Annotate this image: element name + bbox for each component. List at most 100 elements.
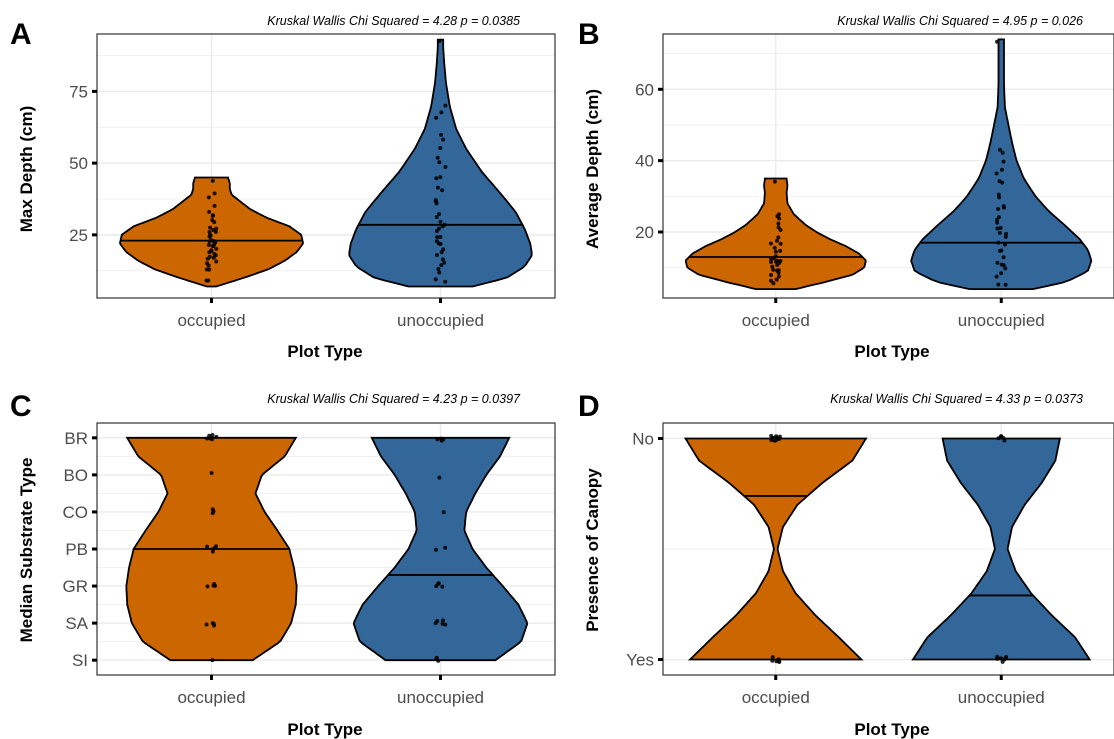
- data-point: [994, 171, 999, 176]
- y-tick-label: 25: [69, 226, 88, 245]
- data-point: [209, 470, 214, 475]
- data-point: [996, 215, 1001, 220]
- data-point: [771, 281, 776, 286]
- x-tick-label: occupied: [177, 688, 245, 707]
- data-point: [438, 132, 443, 137]
- data-point: [210, 432, 215, 437]
- y-tick-label: CO: [63, 503, 89, 522]
- data-point: [1003, 655, 1008, 660]
- data-point: [772, 245, 777, 250]
- data-point: [433, 277, 438, 282]
- data-point: [433, 621, 438, 626]
- data-point: [441, 247, 446, 252]
- data-point: [776, 225, 781, 230]
- data-point: [441, 137, 446, 142]
- data-point: [438, 175, 443, 180]
- data-point: [433, 198, 438, 203]
- y-axis-title: Max Depth (cm): [17, 106, 36, 233]
- x-tick-label: unoccupied: [958, 688, 1045, 707]
- data-point: [770, 264, 775, 269]
- stat-subtitle: Kruskal Wallis Chi Squared = 4.33 p = 0.…: [830, 392, 1083, 406]
- x-tick-label: occupied: [742, 688, 810, 707]
- data-point: [777, 434, 782, 439]
- data-point: [208, 436, 213, 441]
- data-point: [210, 178, 215, 183]
- data-point: [211, 583, 216, 588]
- data-point: [440, 257, 445, 262]
- data-point: [209, 249, 214, 254]
- y-axis-title: Average Depth (cm): [583, 89, 602, 249]
- data-point: [996, 206, 1001, 211]
- data-point: [443, 164, 448, 169]
- x-tick-label: occupied: [177, 311, 245, 330]
- data-point: [440, 188, 445, 193]
- y-axis-title: Presence of Canopy: [583, 468, 602, 632]
- data-point: [995, 220, 1000, 225]
- y-tick-label: PB: [65, 540, 88, 559]
- data-point: [205, 544, 210, 549]
- data-point: [996, 436, 1001, 441]
- data-point: [434, 214, 439, 219]
- panel-b: B Kruskal Wallis Chi Squared = 4.95 p = …: [578, 14, 1114, 361]
- data-point: [205, 436, 210, 441]
- data-point: [437, 270, 442, 275]
- data-point: [440, 584, 445, 589]
- x-axis-title: Plot Type: [287, 342, 362, 361]
- data-point: [996, 240, 1001, 245]
- data-point: [774, 434, 779, 439]
- panel-label: B: [578, 18, 600, 51]
- data-point: [995, 260, 1000, 265]
- data-point: [1003, 266, 1008, 271]
- data-point: [211, 227, 216, 232]
- y-tick-label: SI: [72, 651, 88, 670]
- data-point: [774, 238, 779, 243]
- data-point: [208, 225, 213, 230]
- data-point: [205, 261, 210, 266]
- data-point: [437, 160, 442, 165]
- data-point: [770, 658, 775, 663]
- data-point: [210, 213, 215, 218]
- data-point: [207, 230, 212, 235]
- y-tick-label: No: [632, 429, 654, 448]
- data-point: [772, 438, 777, 443]
- data-point: [999, 656, 1004, 661]
- data-point: [1000, 150, 1005, 155]
- data-point: [434, 176, 439, 181]
- panel-a: A Kruskal Wallis Chi Squared = 4.28 p = …: [10, 14, 556, 361]
- data-point: [442, 260, 447, 265]
- data-point: [438, 234, 443, 239]
- panel-d: D Kruskal Wallis Chi Squared = 4.33 p = …: [578, 390, 1114, 739]
- data-point: [997, 230, 1002, 235]
- data-point: [770, 256, 775, 261]
- data-point: [768, 278, 773, 283]
- data-point: [434, 656, 439, 661]
- data-point: [996, 192, 1001, 197]
- violin-unoccupied: [910, 38, 1093, 290]
- panel-c: C Kruskal Wallis Chi Squared = 4.23 p = …: [10, 390, 556, 739]
- data-point: [209, 238, 214, 243]
- data-point: [998, 225, 1003, 230]
- data-point: [214, 246, 219, 251]
- data-point: [1003, 234, 1008, 239]
- data-point: [214, 226, 219, 231]
- data-point: [777, 660, 782, 665]
- data-point: [205, 584, 210, 589]
- data-point: [436, 226, 441, 231]
- stat-subtitle: Kruskal Wallis Chi Squared = 4.95 p = 0.…: [837, 14, 1083, 28]
- y-axis-title: Median Substrate Type: [17, 458, 36, 643]
- data-point: [212, 252, 217, 257]
- data-point: [214, 259, 219, 264]
- panel-border: [662, 422, 1114, 676]
- data-point: [213, 544, 218, 549]
- data-point: [206, 195, 211, 200]
- data-point: [995, 654, 1000, 659]
- data-point: [769, 273, 774, 278]
- panel-label: D: [578, 390, 600, 423]
- data-point: [773, 254, 778, 259]
- x-tick-label: unoccupied: [958, 311, 1045, 330]
- data-point: [776, 221, 781, 226]
- data-point: [1002, 438, 1007, 443]
- data-point: [769, 259, 774, 264]
- data-point: [434, 115, 439, 120]
